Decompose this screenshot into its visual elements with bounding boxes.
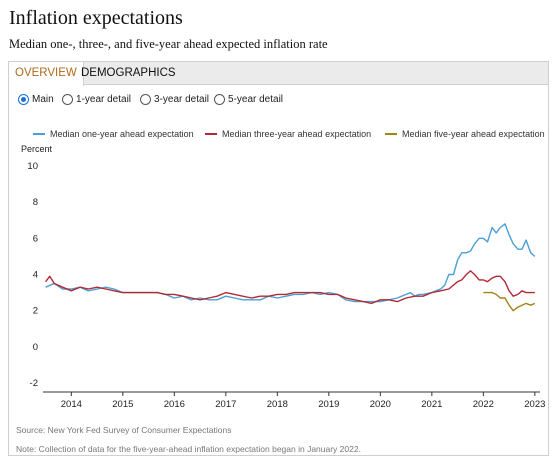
series-line-one-year[interactable] (45, 223, 536, 303)
y-tick-label: 6 (33, 233, 38, 244)
legend-label-five-year: Median five-year ahead expectation (402, 129, 545, 139)
legend-one-year[interactable]: Median one-year ahead expectation (33, 128, 194, 140)
x-tick-label: 2019 (318, 399, 339, 410)
x-tick-label: 2020 (370, 399, 391, 410)
series-lines (45, 223, 536, 312)
x-tick-label: 2021 (421, 399, 442, 410)
legend-three-year[interactable]: Median three-year ahead expectation (205, 128, 371, 140)
series-line-five-year[interactable] (483, 291, 536, 312)
radio-main-label: Main (32, 93, 54, 105)
tab-demographics[interactable]: DEMOGRAPHICS (81, 67, 176, 79)
x-tick-label: 2016 (164, 399, 185, 410)
radio-unselected-icon (214, 93, 225, 105)
radio-unselected-icon (62, 93, 73, 105)
radio-5-year-detail[interactable]: 5-year detail (214, 92, 283, 106)
y-tick-label: 8 (33, 197, 38, 208)
page-title: Inflation expectations (9, 7, 183, 29)
legend-swatch-five-year (385, 133, 397, 135)
y-tick-label: 2 (33, 306, 38, 317)
y-tick-label: 0 (33, 342, 38, 353)
x-tick-label: 2023 (524, 399, 545, 410)
tab-bar: OVERVIEW DEMOGRAPHICS (9, 62, 548, 86)
page-subtitle: Median one-, three-, and five-year ahead… (9, 37, 328, 51)
legend-swatch-three-year (205, 133, 217, 135)
source-note: Source: New York Fed Survey of Consumer … (16, 425, 232, 435)
radio-5-year-label: 5-year detail (228, 93, 284, 105)
x-tick-label: 2017 (215, 399, 236, 410)
radio-main[interactable]: Main (18, 92, 54, 106)
x-tick-label: 2022 (473, 399, 494, 410)
legend-swatch-one-year (33, 133, 45, 135)
y-tick-label: -2 (30, 378, 38, 389)
series-line-three-year[interactable] (45, 270, 535, 305)
radio-selected-icon (18, 93, 29, 105)
legend-label-three-year: Median three-year ahead expectation (222, 129, 372, 139)
tab-overview[interactable]: OVERVIEW (9, 62, 84, 86)
y-tick-label: 4 (33, 270, 38, 281)
y-axis-label: Percent (21, 144, 53, 154)
chart-panel: OVERVIEW DEMOGRAPHICS Main 1-year detail… (8, 61, 549, 456)
radio-1-year-detail[interactable]: 1-year detail (62, 92, 131, 106)
y-axis-ticks: -2 0 2 4 6 8 10 (27, 161, 38, 389)
radio-1-year-label: 1-year detail (76, 93, 132, 105)
x-tick-label: 2015 (112, 399, 133, 410)
x-tick-label: 2018 (267, 399, 288, 410)
y-tick-label: 10 (27, 161, 38, 172)
x-axis: 2014 2015 2016 2017 2018 2019 2020 2021 2022 2023 (43, 391, 545, 410)
radio-unselected-icon (140, 93, 151, 105)
footnote: Note: Collection of data for the five-ye… (16, 444, 361, 454)
legend-five-year[interactable]: Median five-year ahead expectation (385, 128, 545, 140)
radio-3-year-label: 3-year detail (154, 93, 210, 105)
legend-label-one-year: Median one-year ahead expectation (50, 129, 194, 139)
radio-3-year-detail[interactable]: 3-year detail (140, 92, 209, 106)
x-tick-label: 2014 (61, 399, 82, 410)
